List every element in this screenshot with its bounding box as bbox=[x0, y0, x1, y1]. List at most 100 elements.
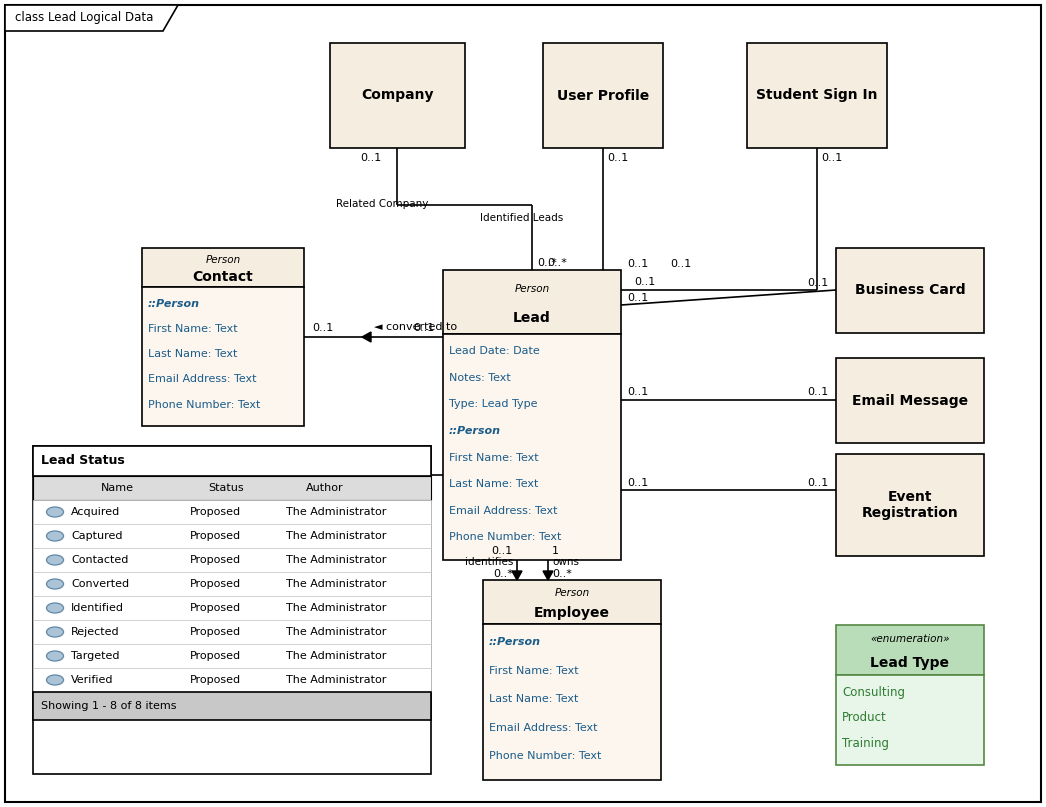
Bar bbox=[836, 454, 984, 556]
Text: Last Name: Text: Last Name: Text bbox=[449, 479, 539, 489]
Text: Email Message: Email Message bbox=[851, 394, 968, 408]
Text: 0..1: 0..1 bbox=[627, 478, 649, 488]
Text: Rejected: Rejected bbox=[71, 627, 119, 637]
Text: identifies: identifies bbox=[464, 557, 513, 567]
Bar bbox=[33, 500, 431, 524]
Text: 0..1: 0..1 bbox=[628, 259, 649, 269]
Text: Proposed: Proposed bbox=[190, 555, 242, 565]
Bar bbox=[33, 620, 431, 644]
Text: First Name: Text: First Name: Text bbox=[488, 666, 578, 675]
Polygon shape bbox=[362, 332, 371, 342]
Bar bbox=[33, 548, 431, 572]
Text: ::Person: ::Person bbox=[449, 426, 501, 436]
Ellipse shape bbox=[46, 555, 64, 565]
Text: Lead: Lead bbox=[514, 311, 551, 325]
Text: owns: owns bbox=[552, 557, 579, 567]
Bar bbox=[33, 524, 431, 548]
Text: 0..1: 0..1 bbox=[627, 293, 649, 303]
Text: The Administrator: The Administrator bbox=[286, 603, 386, 613]
Text: Person: Person bbox=[515, 284, 549, 294]
Text: Person: Person bbox=[205, 255, 241, 265]
Text: Last Name: Text: Last Name: Text bbox=[147, 349, 237, 359]
Text: The Administrator: The Administrator bbox=[286, 555, 386, 565]
Bar bbox=[836, 358, 984, 443]
Text: 0..*: 0..* bbox=[547, 258, 567, 268]
Text: Business Card: Business Card bbox=[855, 283, 965, 298]
Text: Name: Name bbox=[101, 483, 134, 493]
Bar bbox=[329, 43, 465, 148]
Text: Lead Type: Lead Type bbox=[870, 656, 950, 670]
Bar bbox=[836, 625, 984, 675]
Bar bbox=[33, 446, 431, 774]
Text: User Profile: User Profile bbox=[556, 89, 650, 102]
Text: The Administrator: The Administrator bbox=[286, 675, 386, 685]
Text: «enumeration»: «enumeration» bbox=[870, 634, 950, 644]
Ellipse shape bbox=[46, 507, 64, 517]
Text: Proposed: Proposed bbox=[190, 531, 242, 541]
Bar bbox=[836, 675, 984, 765]
Text: Lead Status: Lead Status bbox=[41, 454, 124, 467]
Text: 0..1: 0..1 bbox=[806, 278, 828, 288]
Text: Contact: Contact bbox=[192, 270, 253, 284]
Bar bbox=[836, 248, 984, 333]
Bar bbox=[483, 624, 661, 780]
Ellipse shape bbox=[46, 603, 64, 613]
Text: Training: Training bbox=[842, 737, 889, 750]
Text: class Lead Logical Data: class Lead Logical Data bbox=[15, 11, 153, 24]
Bar bbox=[543, 43, 663, 148]
Text: 0..1: 0..1 bbox=[627, 387, 649, 397]
Bar bbox=[142, 248, 304, 287]
Bar bbox=[33, 692, 431, 720]
Bar bbox=[33, 644, 431, 668]
Text: Author: Author bbox=[306, 483, 344, 493]
Bar bbox=[33, 446, 431, 476]
Ellipse shape bbox=[46, 675, 64, 685]
Text: First Name: Text: First Name: Text bbox=[147, 324, 237, 334]
Text: Consulting: Consulting bbox=[842, 685, 905, 699]
Polygon shape bbox=[5, 5, 178, 31]
Bar bbox=[33, 668, 431, 692]
Text: Student Sign In: Student Sign In bbox=[756, 89, 878, 102]
Text: 0..1: 0..1 bbox=[806, 478, 828, 488]
Text: 0..*: 0..* bbox=[493, 569, 513, 579]
Text: 0..1: 0..1 bbox=[806, 387, 828, 397]
Text: Employee: Employee bbox=[535, 606, 610, 620]
Text: Phone Number: Text: Phone Number: Text bbox=[147, 399, 260, 409]
Text: Phone Number: Text: Phone Number: Text bbox=[488, 751, 601, 761]
Ellipse shape bbox=[46, 531, 64, 541]
Text: Email Address: Text: Email Address: Text bbox=[449, 506, 558, 516]
Text: Event
Registration: Event Registration bbox=[862, 490, 958, 520]
Text: The Administrator: The Administrator bbox=[286, 627, 386, 637]
Text: 0..1: 0..1 bbox=[634, 277, 655, 287]
Text: Contacted: Contacted bbox=[71, 555, 129, 565]
Polygon shape bbox=[543, 571, 553, 580]
Text: 0..1: 0..1 bbox=[312, 323, 334, 333]
Bar bbox=[33, 476, 431, 500]
Text: Captured: Captured bbox=[71, 531, 122, 541]
Text: Lead Date: Date: Lead Date: Date bbox=[449, 346, 540, 356]
Text: Identified Leads: Identified Leads bbox=[480, 213, 563, 223]
Ellipse shape bbox=[46, 579, 64, 589]
Text: Converted: Converted bbox=[71, 579, 129, 589]
Text: 0..1: 0..1 bbox=[413, 323, 434, 333]
Text: Proposed: Proposed bbox=[190, 579, 242, 589]
Text: First Name: Text: First Name: Text bbox=[449, 453, 539, 462]
Text: ::Person: ::Person bbox=[488, 638, 541, 647]
Text: ◄ converted to: ◄ converted to bbox=[374, 322, 457, 332]
Text: Proposed: Proposed bbox=[190, 675, 242, 685]
Bar bbox=[444, 334, 621, 560]
Text: 0..1: 0..1 bbox=[360, 153, 381, 163]
Bar bbox=[33, 572, 431, 596]
Text: Verified: Verified bbox=[71, 675, 114, 685]
Ellipse shape bbox=[46, 627, 64, 637]
Text: Proposed: Proposed bbox=[190, 507, 242, 517]
Text: Acquired: Acquired bbox=[71, 507, 120, 517]
Text: Last Name: Text: Last Name: Text bbox=[488, 694, 578, 705]
Text: Phone Number: Text: Phone Number: Text bbox=[449, 533, 562, 542]
Text: 0..*: 0..* bbox=[552, 569, 572, 579]
Text: 0..1: 0..1 bbox=[821, 153, 842, 163]
Bar bbox=[33, 596, 431, 620]
Text: Related Company: Related Company bbox=[336, 199, 429, 209]
Text: The Administrator: The Administrator bbox=[286, 579, 386, 589]
Text: Product: Product bbox=[842, 711, 887, 724]
